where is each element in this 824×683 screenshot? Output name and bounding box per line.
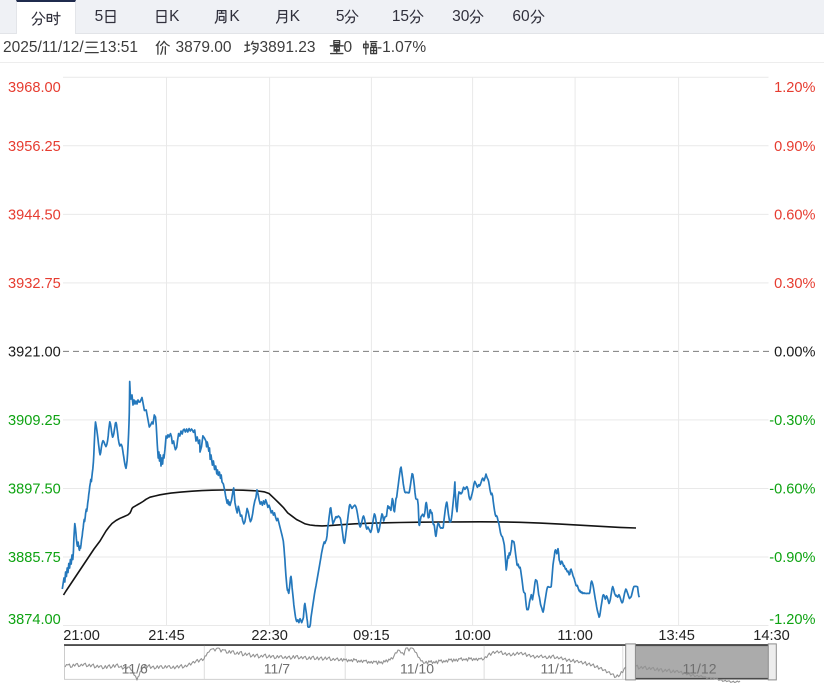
svg-text:-1.20%: -1.20% bbox=[769, 612, 815, 628]
svg-text:-0.30%: -0.30% bbox=[769, 413, 815, 429]
svg-text:11/10: 11/10 bbox=[400, 661, 434, 677]
svg-text:-0.90%: -0.90% bbox=[769, 550, 815, 566]
svg-text:3968.00: 3968.00 bbox=[8, 80, 61, 96]
svg-text:3932.75: 3932.75 bbox=[8, 276, 61, 292]
svg-text:3944.50: 3944.50 bbox=[8, 208, 61, 224]
svg-text:22:30: 22:30 bbox=[251, 628, 288, 644]
svg-text:0.00%: 0.00% bbox=[774, 345, 815, 361]
svg-text:3885.75: 3885.75 bbox=[8, 550, 61, 566]
svg-text:11/6: 11/6 bbox=[122, 661, 148, 677]
svg-text:3874.00: 3874.00 bbox=[8, 612, 61, 628]
svg-text:1.20%: 1.20% bbox=[774, 80, 815, 96]
svg-text:3909.25: 3909.25 bbox=[8, 413, 61, 429]
svg-text:3921.00: 3921.00 bbox=[8, 345, 61, 361]
svg-text:11/7: 11/7 bbox=[264, 661, 290, 677]
svg-text:10:00: 10:00 bbox=[454, 628, 491, 644]
svg-text:0.60%: 0.60% bbox=[774, 208, 815, 224]
svg-text:11:00: 11:00 bbox=[557, 628, 592, 644]
svg-text:11/11: 11/11 bbox=[541, 661, 574, 677]
svg-text:-0.60%: -0.60% bbox=[769, 482, 815, 498]
svg-text:13:45: 13:45 bbox=[658, 628, 695, 644]
svg-text:3897.50: 3897.50 bbox=[8, 482, 61, 498]
svg-text:11/12: 11/12 bbox=[683, 661, 717, 677]
svg-text:21:00: 21:00 bbox=[63, 628, 100, 644]
svg-text:0.30%: 0.30% bbox=[774, 276, 815, 292]
svg-text:0.90%: 0.90% bbox=[774, 139, 815, 155]
svg-text:14:30: 14:30 bbox=[753, 628, 790, 644]
svg-text:3956.25: 3956.25 bbox=[8, 139, 61, 155]
svg-text:09:15: 09:15 bbox=[353, 628, 390, 644]
svg-text:21:45: 21:45 bbox=[148, 628, 185, 644]
